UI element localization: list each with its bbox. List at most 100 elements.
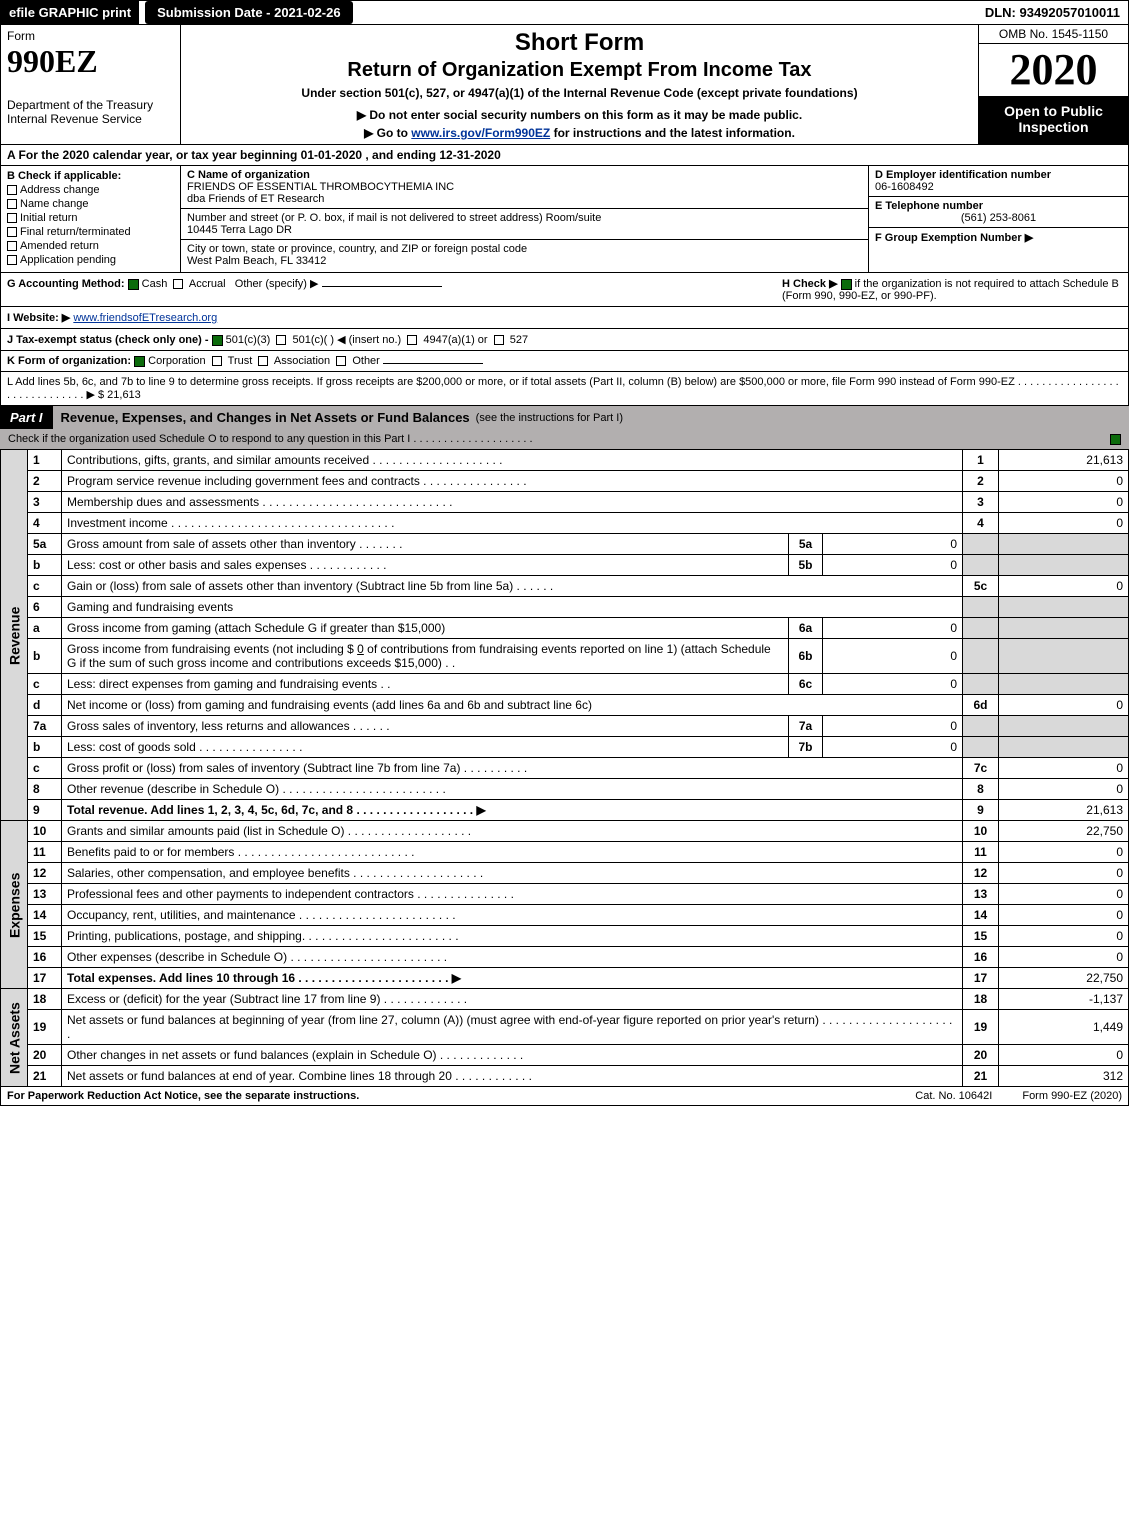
line-box: 17 [963, 968, 999, 989]
line-6b: b Gross income from fundraising events (… [1, 639, 1129, 674]
part-i-checkline: Check if the organization used Schedule … [0, 429, 1129, 449]
line-num: 19 [28, 1010, 62, 1045]
line-box: 4 [963, 513, 999, 534]
checkbox-corp-icon [134, 356, 145, 367]
chk-initial-return[interactable]: Initial return [7, 212, 174, 224]
footer-cat-no: Cat. No. 10642I [915, 1090, 992, 1102]
org-name: FRIENDS OF ESSENTIAL THROMBOCYTHEMIA INC [187, 181, 862, 193]
line-desc: Program service revenue including govern… [62, 471, 963, 492]
chk-address-change[interactable]: Address change [7, 184, 174, 196]
line-box: 13 [963, 884, 999, 905]
line-7c: c Gross profit or (loss) from sales of i… [1, 758, 1129, 779]
line-9: 9 Total revenue. Add lines 1, 2, 3, 4, 5… [1, 800, 1129, 821]
chk-amended-return[interactable]: Amended return [7, 240, 174, 252]
line-box: 16 [963, 947, 999, 968]
grey-cell [963, 555, 999, 576]
k-assoc: Association [274, 355, 330, 367]
row-j: J Tax-exempt status (check only one) - 5… [0, 329, 1129, 351]
return-title: Return of Organization Exempt From Incom… [189, 59, 970, 82]
line-box: 1 [963, 450, 999, 471]
sub-box: 7a [789, 716, 823, 737]
line-desc: Gross income from gaming (attach Schedul… [62, 618, 789, 639]
j-4947: 4947(a)(1) or [423, 334, 487, 346]
grey-cell [963, 716, 999, 737]
city-state-zip: West Palm Beach, FL 33412 [187, 255, 862, 267]
checkbox-icon [173, 279, 183, 289]
row-l-text: L Add lines 5b, 6c, and 7b to line 9 to … [7, 376, 1122, 401]
line-desc: Net income or (loss) from gaming and fun… [62, 695, 963, 716]
line-num: 5a [28, 534, 62, 555]
efile-print-button[interactable]: efile GRAPHIC print [1, 1, 139, 24]
line-box: 5c [963, 576, 999, 597]
line-amount: 0 [999, 863, 1129, 884]
irs-link[interactable]: www.irs.gov/Form990EZ [411, 126, 550, 140]
row-h: H Check ▶ if the organization is not req… [782, 277, 1122, 302]
line-amount: 0 [999, 513, 1129, 534]
part-i-title: Revenue, Expenses, and Changes in Net As… [53, 406, 1129, 429]
line-amount: 0 [999, 492, 1129, 513]
line-num: 17 [28, 968, 62, 989]
checkbox-icon [7, 213, 17, 223]
website-link[interactable]: www.friendsofETresearch.org [73, 312, 217, 324]
ein-value: 06-1608492 [875, 181, 1122, 193]
sub-box: 5b [789, 555, 823, 576]
row-h-label: H Check ▶ [782, 278, 838, 290]
chk-final-return[interactable]: Final return/terminated [7, 226, 174, 238]
line-15: 15 Printing, publications, postage, and … [1, 926, 1129, 947]
line-desc: Less: cost or other basis and sales expe… [62, 555, 789, 576]
chk-application-pending[interactable]: Application pending [7, 254, 174, 266]
other-specify-line[interactable] [322, 286, 442, 287]
row-g-h: G Accounting Method: Cash Accrual Other … [0, 273, 1129, 307]
dept-label: Department of the Treasury [7, 98, 174, 112]
checkbox-icon [336, 356, 346, 366]
line-desc: Benefits paid to or for members . . . . … [62, 842, 963, 863]
desc-underline: 0 [357, 642, 364, 656]
grey-cell [999, 597, 1129, 618]
line-num: 21 [28, 1066, 62, 1087]
other-label: Other (specify) ▶ [235, 278, 319, 290]
chk-name-change[interactable]: Name change [7, 198, 174, 210]
street-block: Number and street (or P. O. box, if mail… [181, 209, 868, 240]
section-c: C Name of organization FRIENDS OF ESSENT… [181, 166, 868, 272]
line-num: 20 [28, 1045, 62, 1066]
line-num: b [28, 555, 62, 576]
chk-label: Address change [20, 184, 100, 196]
line-desc: Occupancy, rent, utilities, and maintena… [62, 905, 963, 926]
line-desc: Salaries, other compensation, and employ… [62, 863, 963, 884]
line-desc: Total expenses. Add lines 10 through 16 … [62, 968, 963, 989]
city-block: City or town, state or province, country… [181, 240, 868, 270]
line-amount: -1,137 [999, 989, 1129, 1010]
tax-year: 2020 [979, 44, 1128, 97]
section-f-label: F Group Exemption Number ▶ [875, 231, 1122, 244]
line-num: 3 [28, 492, 62, 513]
line-num: 6 [28, 597, 62, 618]
grey-cell [999, 716, 1129, 737]
line-6: 6 Gaming and fundraising events [1, 597, 1129, 618]
grey-cell [963, 618, 999, 639]
grey-cell [963, 534, 999, 555]
line-box: 3 [963, 492, 999, 513]
line-5a: 5a Gross amount from sale of assets othe… [1, 534, 1129, 555]
section-d-label: D Employer identification number [875, 169, 1122, 181]
line-desc: Less: cost of goods sold . . . . . . . .… [62, 737, 789, 758]
org-name-block: C Name of organization FRIENDS OF ESSENT… [181, 166, 868, 209]
line-box: 11 [963, 842, 999, 863]
k-other: Other [352, 355, 380, 367]
grey-cell [999, 737, 1129, 758]
part-i-checkbox[interactable] [1101, 429, 1129, 449]
ein-block: D Employer identification number 06-1608… [869, 166, 1128, 197]
line-desc: Net assets or fund balances at beginning… [62, 1010, 963, 1045]
grey-cell [999, 618, 1129, 639]
line-box: 15 [963, 926, 999, 947]
form-header: Form 990EZ Department of the Treasury In… [0, 25, 1129, 145]
line-num: a [28, 618, 62, 639]
grey-cell [963, 639, 999, 674]
line-num: 14 [28, 905, 62, 926]
line-5b: b Less: cost or other basis and sales ex… [1, 555, 1129, 576]
k-other-line[interactable] [383, 363, 483, 364]
row-g: G Accounting Method: Cash Accrual Other … [7, 277, 772, 302]
line-num: 4 [28, 513, 62, 534]
line-20: 20 Other changes in net assets or fund b… [1, 1045, 1129, 1066]
line-num: b [28, 639, 62, 674]
sub-box: 7b [789, 737, 823, 758]
